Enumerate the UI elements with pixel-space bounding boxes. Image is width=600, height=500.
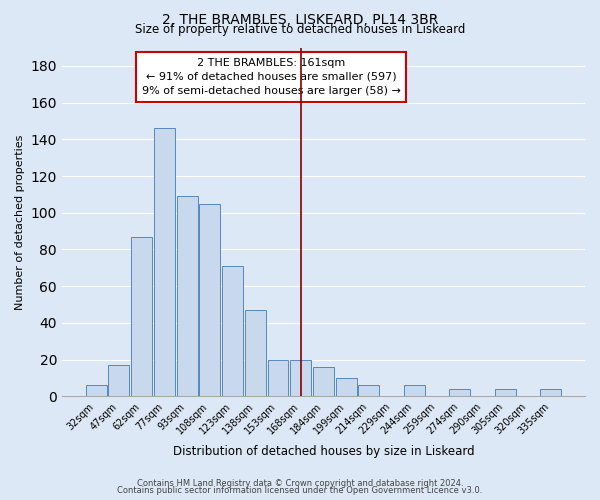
- Bar: [131, 236, 152, 396]
- Text: Contains public sector information licensed under the Open Government Licence v3: Contains public sector information licen…: [118, 486, 482, 495]
- Bar: [404, 386, 425, 396]
- Bar: [154, 128, 175, 396]
- Text: 2 THE BRAMBLES: 161sqm
← 91% of detached houses are smaller (597)
9% of semi-det: 2 THE BRAMBLES: 161sqm ← 91% of detached…: [142, 58, 401, 96]
- Bar: [86, 386, 107, 396]
- Bar: [358, 386, 379, 396]
- Text: 2, THE BRAMBLES, LISKEARD, PL14 3BR: 2, THE BRAMBLES, LISKEARD, PL14 3BR: [162, 12, 438, 26]
- Bar: [336, 378, 356, 396]
- Bar: [449, 389, 470, 396]
- Bar: [313, 367, 334, 396]
- Text: Size of property relative to detached houses in Liskeard: Size of property relative to detached ho…: [135, 22, 465, 36]
- Bar: [268, 360, 289, 397]
- Y-axis label: Number of detached properties: Number of detached properties: [15, 134, 25, 310]
- Text: Contains HM Land Registry data © Crown copyright and database right 2024.: Contains HM Land Registry data © Crown c…: [137, 478, 463, 488]
- Bar: [199, 204, 220, 396]
- X-axis label: Distribution of detached houses by size in Liskeard: Distribution of detached houses by size …: [173, 444, 474, 458]
- Bar: [176, 196, 197, 396]
- Bar: [222, 266, 243, 396]
- Bar: [495, 389, 516, 396]
- Bar: [290, 360, 311, 397]
- Bar: [541, 389, 561, 396]
- Bar: [245, 310, 266, 396]
- Bar: [109, 365, 130, 396]
